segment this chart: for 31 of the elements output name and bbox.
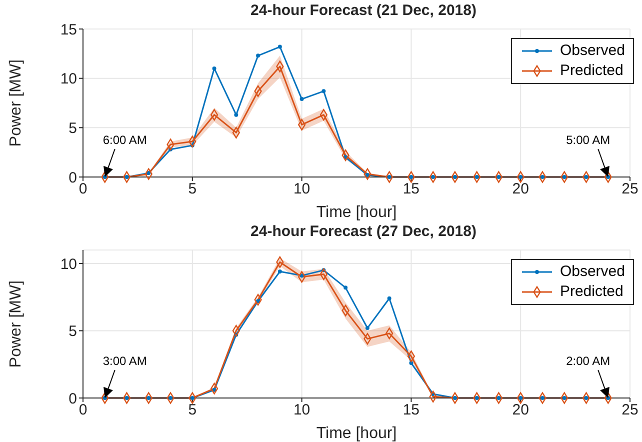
y-tick-label: 10 <box>60 256 77 273</box>
x-tick-label: 10 <box>293 402 310 419</box>
x-tick-label: 15 <box>402 180 420 198</box>
y-axis-title: Power [MW] <box>8 280 25 368</box>
y-tick-label: 0 <box>68 390 77 408</box>
annotation: 2:00 AM <box>566 354 610 368</box>
x-tick-label: 20 <box>512 402 529 419</box>
legend-label: Observed <box>560 262 625 282</box>
y-tick-label: 15 <box>60 21 77 38</box>
legend-label: Predicted <box>560 282 624 302</box>
y-tick-label: 0 <box>68 169 77 186</box>
legend-label: Observed <box>560 41 625 61</box>
y-axis-title: Power [MW] <box>8 59 25 147</box>
annotation: 5:00 AM <box>566 133 610 147</box>
chart-title: 24-hour Forecast (21 Dec, 2018) <box>250 2 478 19</box>
x-tick-label: 10 <box>293 180 310 198</box>
x-tick-label: 5 <box>188 180 197 198</box>
x-axis-title: Time [hour] <box>316 425 397 442</box>
x-axis-title: Time [hour] <box>316 204 397 221</box>
y-tick-label: 5 <box>68 120 77 137</box>
chart-title: 24-hour Forecast (27 Dec, 2018) <box>250 223 478 240</box>
y-tick-label: 5 <box>68 323 77 340</box>
x-tick-label: 5 <box>188 402 197 419</box>
x-tick-label: 15 <box>402 402 420 419</box>
annotation: 3:00 AM <box>102 354 147 368</box>
y-tick-label: 10 <box>60 70 77 88</box>
x-tick-label: 25 <box>622 402 638 419</box>
annotation: 6:00 AM <box>102 133 147 147</box>
legend-label: Predicted <box>560 61 624 81</box>
x-tick-label: 25 <box>622 180 638 198</box>
x-tick-label: 20 <box>512 180 529 198</box>
